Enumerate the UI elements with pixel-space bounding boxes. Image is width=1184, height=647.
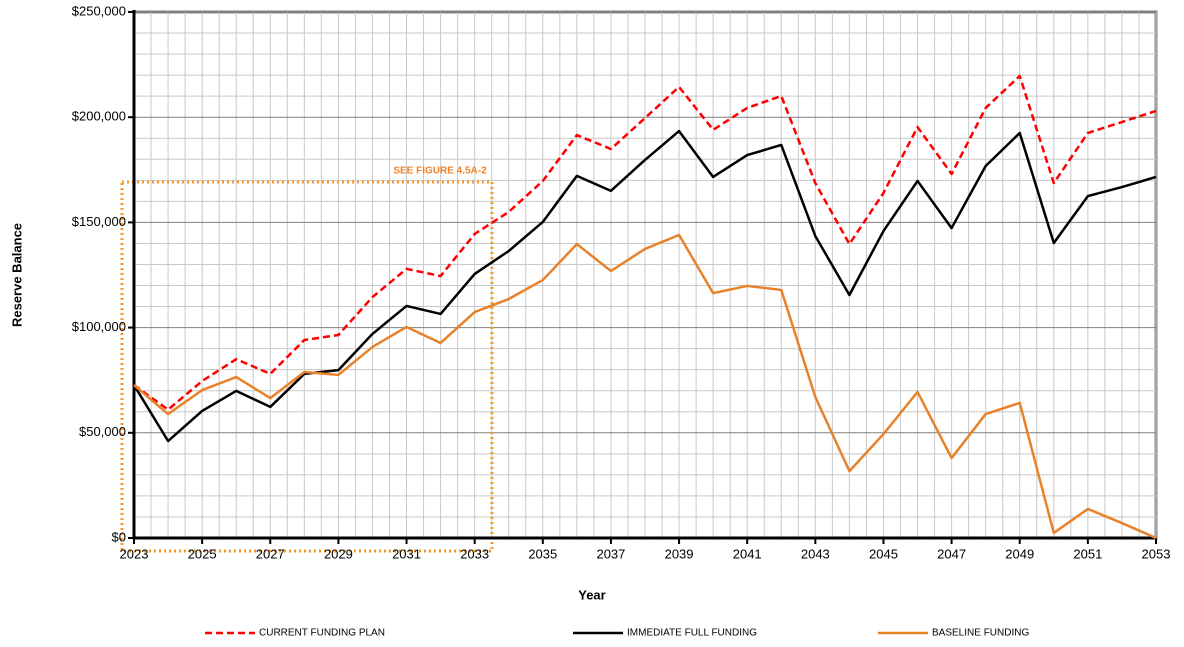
- x-tick-label: 2027: [256, 546, 285, 561]
- y-tick-label: $50,000: [79, 424, 126, 439]
- legend-label: CURRENT FUNDING PLAN: [259, 628, 385, 639]
- legend-label: IMMEDIATE FULL FUNDING: [627, 628, 757, 639]
- series-line: [133, 74, 1157, 411]
- y-tick-label: $250,000: [72, 3, 126, 18]
- x-tick-label: 2049: [1005, 546, 1034, 561]
- y-axis-label: Reserve Balance: [9, 223, 24, 327]
- y-tick-label: $200,000: [72, 109, 126, 124]
- x-tick-label: 2033: [460, 546, 489, 561]
- y-tick-label: $100,000: [72, 319, 126, 334]
- x-tick-label: 2051: [1073, 546, 1102, 561]
- x-tick-label: 2023: [120, 546, 149, 561]
- x-tick-label: 2041: [733, 546, 762, 561]
- x-tick-label: 2039: [665, 546, 694, 561]
- annotation-box: [120, 180, 494, 553]
- x-axis-label: Year: [578, 587, 605, 602]
- x-tick-label: 2025: [188, 546, 217, 561]
- x-tick-label: 2035: [528, 546, 557, 561]
- series-line: [133, 233, 1157, 540]
- y-tick-label: $0: [112, 529, 126, 544]
- x-tick-label: 2029: [324, 546, 353, 561]
- series-line: [132, 129, 1157, 443]
- x-tick-label: 2047: [937, 546, 966, 561]
- x-tick-label: 2045: [869, 546, 898, 561]
- x-tick-label: 2053: [1142, 546, 1171, 561]
- x-tick-label: 2043: [801, 546, 830, 561]
- x-tick-label: 2037: [596, 546, 625, 561]
- legend-label: BASELINE FUNDING: [932, 628, 1029, 639]
- y-tick-label: $150,000: [72, 214, 126, 229]
- x-tick-label: 2031: [392, 546, 421, 561]
- grid: [132, 10, 1158, 540]
- annotation: SEE FIGURE 4.5A-2: [393, 166, 487, 177]
